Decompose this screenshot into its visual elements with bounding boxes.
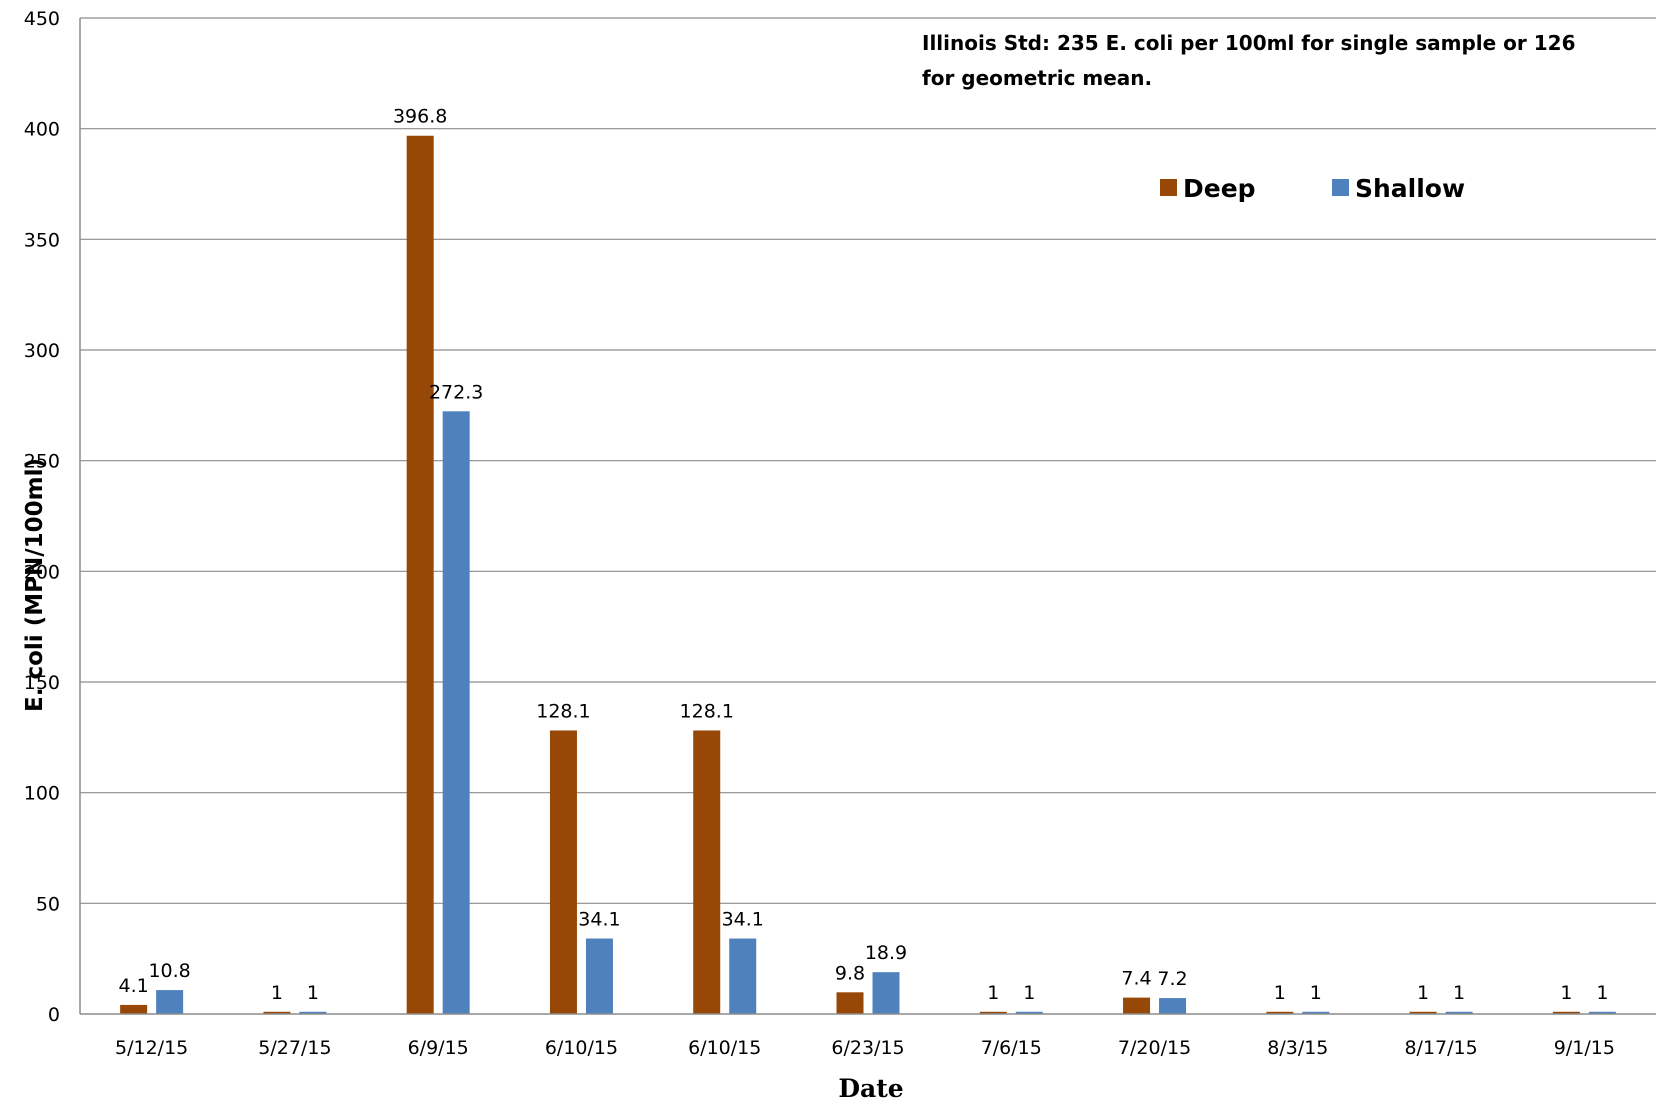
data-label-shallow-10: 1 [1596,982,1608,1004]
y-tick-label: 250 [24,451,60,473]
data-label-deep-9: 1 [1417,982,1429,1004]
bars [120,135,1616,1014]
x-tick-label: 6/23/15 [831,1037,904,1059]
y-axis-ticks: 0 50 100 150 200 250 300 350 400 450 [24,8,60,1026]
data-label-shallow-4: 34.1 [722,909,764,931]
bar-shallow-4 [729,938,757,1014]
bar-shallow-7 [1159,998,1187,1014]
bar-deep-1 [263,1011,291,1014]
bar-deep-9 [1409,1011,1437,1014]
y-tick-label: 150 [24,672,60,694]
data-label-shallow-2: 272.3 [429,381,483,403]
data-label-deep-1: 1 [271,982,283,1004]
data-label-shallow-1: 1 [307,982,319,1004]
bar-shallow-5 [872,972,900,1014]
data-label-deep-6: 1 [987,982,999,1004]
x-tick-label: 7/6/15 [981,1037,1042,1059]
data-label-shallow-9: 1 [1453,982,1465,1004]
data-label-deep-2: 396.8 [393,106,447,128]
data-label-deep-3: 128.1 [536,700,590,722]
data-labels: 4.110.8 1 1 396.8 272.3 128.1 34.1 128.1 34.1 9.8… [119,106,1609,1004]
data-label-deep-4: 128.1 [680,700,734,722]
x-axis-label: Date [838,1074,903,1103]
y-tick-label: 0 [48,1004,60,1026]
bar-shallow-2 [442,411,470,1014]
x-tick-label: 7/20/15 [1118,1037,1191,1059]
x-tick-label: 6/10/15 [545,1037,618,1059]
y-tick-label: 400 [24,119,60,141]
x-tick-label: 9/1/15 [1554,1037,1615,1059]
bar-deep-5 [836,992,864,1014]
bar-shallow-9 [1445,1011,1473,1014]
bar-shallow-8 [1302,1011,1330,1014]
data-label-shallow-7: 7.2 [1157,968,1187,990]
x-tick-label: 6/10/15 [688,1037,761,1059]
legend-label-shallow: Shallow [1355,174,1465,203]
bar-deep-4 [693,730,721,1014]
annotation-line-1: Illinois Std: 235 E. coli per 100ml for … [922,31,1576,55]
bar-deep-0 [120,1004,148,1014]
y-tick-label: 350 [24,229,60,251]
data-label-shallow-8: 1 [1310,982,1322,1004]
data-label-shallow-0: 10.8 [148,960,190,982]
data-label-deep-8: 1 [1274,982,1286,1004]
bar-shallow-3 [585,938,613,1014]
gridlines [80,17,1656,904]
y-tick-label: 300 [24,340,60,362]
x-tick-label: 6/9/15 [408,1037,469,1059]
x-tick-label: 5/27/15 [258,1037,331,1059]
legend-label-deep: Deep [1183,174,1256,203]
y-tick-label: 450 [24,8,60,30]
bar-deep-10 [1552,1011,1580,1014]
bar-shallow-6 [1015,1011,1043,1014]
legend: Deep Shallow [1160,174,1465,203]
y-tick-label: 100 [24,783,60,805]
bar-deep-6 [979,1011,1007,1014]
bar-deep-3 [549,730,577,1014]
y-tick-label: 200 [24,561,60,583]
bar-shallow-0 [156,990,184,1014]
annotation-line-2: for geometric mean. [922,66,1152,90]
y-axis-label: E. coli (MPN/100ml) [22,458,48,712]
bar-shallow-1 [299,1011,327,1014]
data-label-deep-10: 1 [1560,982,1572,1004]
data-label-deep-5: 9.8 [835,962,865,984]
x-axis-ticks: 5/12/15 5/27/15 6/9/15 6/10/15 6/10/15 6/23/1… [115,1037,1615,1059]
x-tick-label: 8/3/15 [1267,1037,1328,1059]
bar-deep-2 [406,135,434,1014]
data-label-shallow-3: 34.1 [578,909,620,931]
annotation-note: Illinois Std: 235 E. coli per 100ml for … [922,31,1576,90]
x-tick-label: 8/17/15 [1404,1037,1477,1059]
y-tick-label: 50 [36,893,60,915]
data-label-shallow-5: 18.9 [865,942,907,964]
legend-swatch-shallow [1332,179,1349,196]
legend-swatch-deep [1160,179,1177,196]
data-label-deep-0: 4.1 [119,975,149,997]
data-label-shallow-6: 1 [1023,982,1035,1004]
bar-deep-8 [1266,1011,1294,1014]
x-tick-label: 5/12/15 [115,1037,188,1059]
bar-deep-7 [1123,997,1151,1014]
bar-shallow-10 [1588,1011,1616,1014]
data-label-deep-7: 7.4 [1121,968,1151,990]
